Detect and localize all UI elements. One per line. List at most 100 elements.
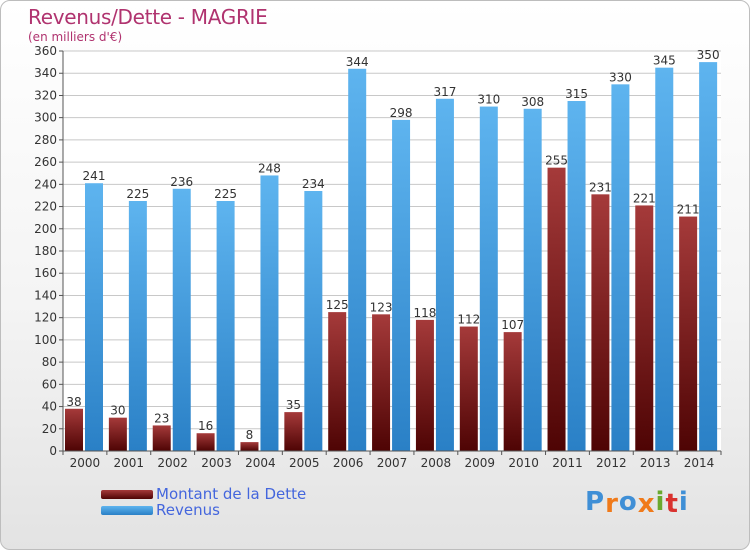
data-label: 225 — [214, 187, 237, 201]
y-tick-label: 300 — [34, 111, 57, 125]
bar-debt — [591, 194, 610, 452]
data-label: 344 — [346, 55, 369, 69]
bar-debt — [152, 425, 171, 451]
data-label: 255 — [545, 154, 568, 168]
data-label: 123 — [370, 300, 393, 314]
bar-revenue — [172, 188, 191, 451]
data-label: 298 — [390, 106, 413, 120]
data-label: 350 — [697, 48, 720, 62]
data-label: 317 — [433, 85, 456, 99]
axes: 0 20 40 60 80 100 120 140 160 180 200 220 240 260 280 3… — [34, 44, 722, 470]
y-tick-label: 60 — [42, 377, 57, 391]
chart-title: Revenus/Dette - MAGRIE — [28, 5, 268, 29]
y-tick-label: 340 — [34, 66, 57, 80]
data-label: 38 — [66, 395, 81, 409]
data-label: 118 — [413, 306, 436, 320]
data-label: 30 — [110, 404, 125, 418]
data-label: 315 — [565, 87, 588, 101]
data-label: 241 — [83, 169, 106, 183]
data-label: 107 — [501, 318, 524, 332]
data-label: 8 — [246, 428, 254, 442]
y-tick-label: 80 — [42, 355, 57, 369]
bar-debt — [196, 433, 215, 451]
bar-revenue — [304, 191, 323, 451]
data-label: 112 — [457, 313, 480, 327]
data-label: 225 — [126, 187, 149, 201]
data-label: 310 — [477, 93, 500, 107]
bar-revenue — [216, 201, 235, 451]
bar-revenue — [435, 98, 454, 452]
legend-label-debt: Montant de la Dette — [156, 485, 307, 503]
y-tick-label: 100 — [34, 333, 57, 347]
data-label: 248 — [258, 161, 281, 175]
data-label: 231 — [589, 180, 612, 194]
chart-subtitle: (en milliers d'€) — [28, 30, 123, 44]
bar-revenue — [479, 106, 498, 452]
data-label: 35 — [286, 398, 301, 412]
y-tick-label: 220 — [34, 200, 57, 214]
y-tick-label: 140 — [34, 288, 57, 302]
x-tick-label: 2012 — [596, 456, 627, 470]
bar-revenue — [348, 68, 367, 452]
gridlines — [63, 50, 721, 452]
y-tick-label: 240 — [34, 177, 57, 191]
x-tick-label: 2008 — [421, 456, 452, 470]
x-tick-label: 2010 — [508, 456, 539, 470]
bar-revenue — [567, 101, 586, 451]
data-label: 345 — [653, 54, 676, 68]
legend-swatch-debt — [101, 490, 153, 499]
bar-debt — [372, 314, 391, 451]
x-tick-label: 2007 — [377, 456, 408, 470]
legend-label-revenue: Revenus — [156, 501, 220, 519]
data-label: 308 — [521, 95, 544, 109]
y-tick-label: 0 — [49, 444, 57, 458]
proxiti-logo: Proxiti — [585, 487, 689, 519]
x-tick-label: 2005 — [289, 456, 320, 470]
y-tick-label: 20 — [42, 422, 57, 436]
bar-revenue — [699, 62, 718, 451]
data-labels: 38 241 30 225 23 236 16 225 8 248 35 234 125 344 123 29… — [66, 48, 719, 442]
y-tick-label: 180 — [34, 244, 57, 258]
data-label: 16 — [198, 419, 213, 433]
data-label: 125 — [326, 298, 349, 312]
y-tick-label: 360 — [34, 44, 57, 58]
data-label: 330 — [609, 70, 632, 84]
bar-revenue — [85, 183, 103, 451]
y-tick-label: 160 — [34, 266, 57, 280]
bar-debt — [328, 312, 347, 451]
bar-revenue — [260, 175, 279, 451]
bar-debt — [679, 216, 698, 451]
data-label: 211 — [677, 203, 700, 217]
x-tick-label: 2000 — [70, 456, 101, 470]
bar-debt — [503, 332, 522, 451]
bar-revenue — [523, 108, 542, 452]
x-tick-label: 2014 — [684, 456, 715, 470]
x-tick-label: 2001 — [114, 456, 145, 470]
bars — [65, 62, 718, 452]
x-tick-label: 2004 — [245, 456, 276, 470]
data-label: 234 — [302, 177, 325, 191]
x-tick-label: 2011 — [552, 456, 583, 470]
bar-revenue — [128, 201, 147, 451]
bar-revenue — [611, 84, 630, 451]
bar-debt — [284, 412, 303, 451]
y-tick-label: 200 — [34, 222, 57, 236]
bar-debt — [108, 417, 127, 451]
x-tick-label: 2013 — [640, 456, 671, 470]
bar-debt — [415, 319, 434, 451]
bar-debt — [635, 205, 654, 451]
bar-debt — [240, 442, 259, 451]
y-tick-label: 40 — [42, 400, 57, 414]
bar-revenue — [655, 67, 674, 452]
data-label: 23 — [154, 411, 169, 425]
y-tick-label: 260 — [34, 155, 57, 169]
x-tick-label: 2009 — [464, 456, 495, 470]
bar-debt — [65, 408, 83, 451]
data-label: 221 — [633, 191, 656, 205]
bar-debt — [459, 326, 478, 451]
y-tick-label: 320 — [34, 88, 57, 102]
bar-debt — [547, 167, 566, 451]
y-tick-label: 120 — [34, 311, 57, 325]
